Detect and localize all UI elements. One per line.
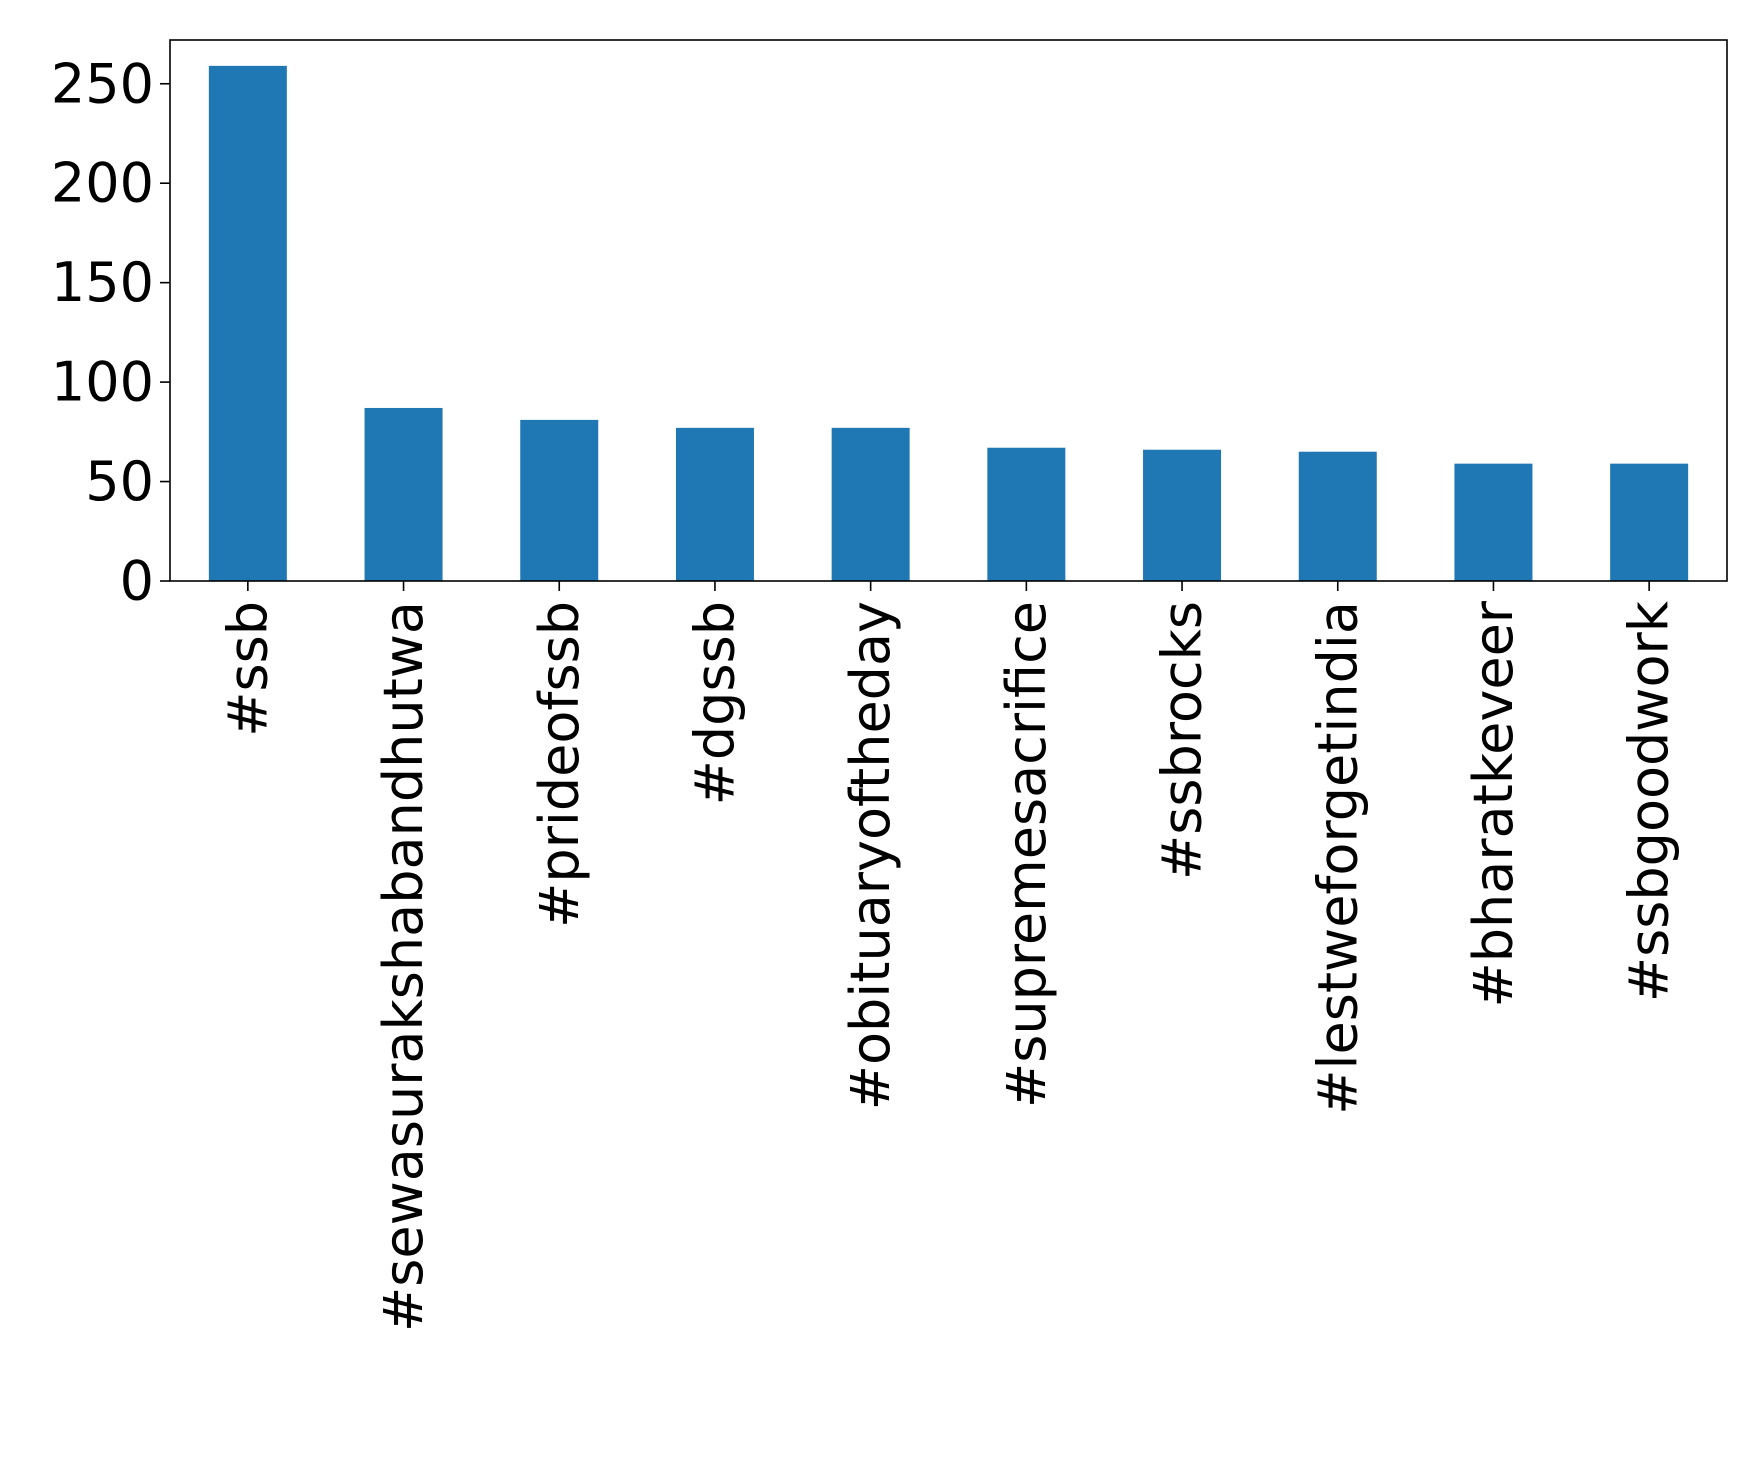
bar-prideofssb (520, 419, 599, 581)
plot-frame (169, 39, 1728, 582)
y-tick-label: 0 (120, 550, 154, 613)
y-tick-label: 50 (85, 450, 154, 513)
y-tick-label: 100 (51, 351, 154, 414)
bar-ssbgoodwork (1610, 463, 1689, 581)
y-tick-label: 200 (51, 152, 154, 215)
x-tick-label: #prideofssb (528, 601, 591, 928)
x-tick-label: #dgssb (683, 601, 746, 805)
bar-bharatkeveer (1454, 463, 1533, 581)
bars (208, 65, 1689, 581)
bar-dgssb (675, 427, 754, 581)
x-tick-label: #ssbgoodwork (1618, 600, 1681, 1002)
x-tick-label: #supremesacrifice (995, 601, 1058, 1108)
x-tick-label: #obituaryoftheday (839, 601, 902, 1110)
x-tick-label: #ssbrocks (1151, 601, 1214, 880)
x-tick-label: #bharatkeveer (1462, 600, 1525, 1007)
x-tick-label: #sewasurakshabandhutwa (372, 601, 435, 1332)
bar-ssbrocks (1143, 449, 1222, 581)
y-axis: 0 50 100 150 200 250 (51, 52, 170, 613)
y-tick-label: 250 (51, 52, 154, 115)
x-tick-label: #lestweforgetindia (1306, 601, 1369, 1115)
bar-lestweforgetindia (1298, 451, 1377, 581)
y-tick-label: 150 (51, 251, 154, 314)
x-axis: #ssb #sewasurakshabandhutwa #prideofssb #dg… (216, 581, 1681, 1332)
bar-supremesacrifice (987, 447, 1066, 581)
bar-sewasurakshabandhutwa (364, 407, 443, 581)
x-tick-label: #ssb (216, 601, 279, 737)
bar-obituaryoftheday (831, 427, 910, 581)
bar-ssb (208, 65, 287, 581)
